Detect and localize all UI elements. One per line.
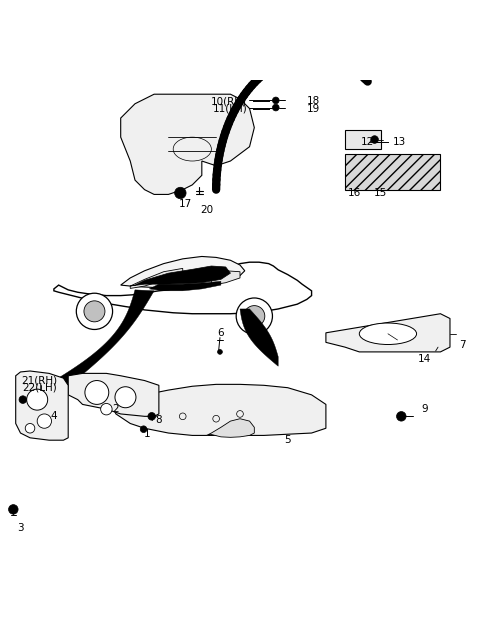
Text: 1: 1 [144,429,150,439]
Polygon shape [120,257,245,287]
Circle shape [84,301,105,322]
Circle shape [236,298,273,334]
Text: 22(LH): 22(LH) [22,383,57,392]
Circle shape [273,104,279,111]
Polygon shape [326,314,450,352]
Circle shape [396,412,406,421]
Circle shape [217,350,222,354]
Text: 13: 13 [393,137,406,147]
Polygon shape [211,271,240,285]
Polygon shape [130,268,183,289]
Text: 5: 5 [285,435,291,445]
Circle shape [148,413,156,420]
Text: 16: 16 [348,189,361,199]
Polygon shape [206,419,254,438]
Polygon shape [54,262,312,314]
Text: 6: 6 [217,328,224,338]
Circle shape [371,136,378,143]
Circle shape [140,426,147,433]
Text: 8: 8 [156,415,162,425]
Polygon shape [111,384,326,436]
Circle shape [85,380,109,404]
Circle shape [101,403,112,415]
Text: 3: 3 [17,524,24,533]
Text: 18: 18 [307,96,320,106]
Text: 14: 14 [418,354,431,364]
Bar [345,154,441,190]
Polygon shape [30,290,154,395]
Text: 20: 20 [200,204,213,215]
Text: 7: 7 [459,340,466,350]
Text: 21(RH): 21(RH) [22,376,58,385]
Circle shape [27,389,48,410]
Polygon shape [120,94,254,194]
Polygon shape [130,266,230,286]
Ellipse shape [360,323,417,345]
Text: 15: 15 [374,189,387,199]
Text: 11(LH): 11(LH) [213,104,247,113]
Text: 17: 17 [179,199,192,209]
Circle shape [244,306,265,327]
Polygon shape [240,309,278,366]
Text: 12: 12 [360,137,373,147]
Circle shape [76,293,113,329]
Text: 4: 4 [50,412,57,421]
Circle shape [19,396,27,403]
Polygon shape [68,373,159,417]
Polygon shape [16,371,68,440]
Circle shape [115,387,136,408]
Text: 9: 9 [421,404,428,414]
Text: 19: 19 [307,104,320,113]
Polygon shape [345,130,381,149]
Polygon shape [149,282,221,291]
Circle shape [37,414,51,428]
Text: 10(RH): 10(RH) [211,96,247,106]
Circle shape [273,97,279,104]
Circle shape [175,187,186,199]
Circle shape [25,424,35,433]
Text: 2: 2 [113,404,119,414]
Circle shape [9,505,18,514]
